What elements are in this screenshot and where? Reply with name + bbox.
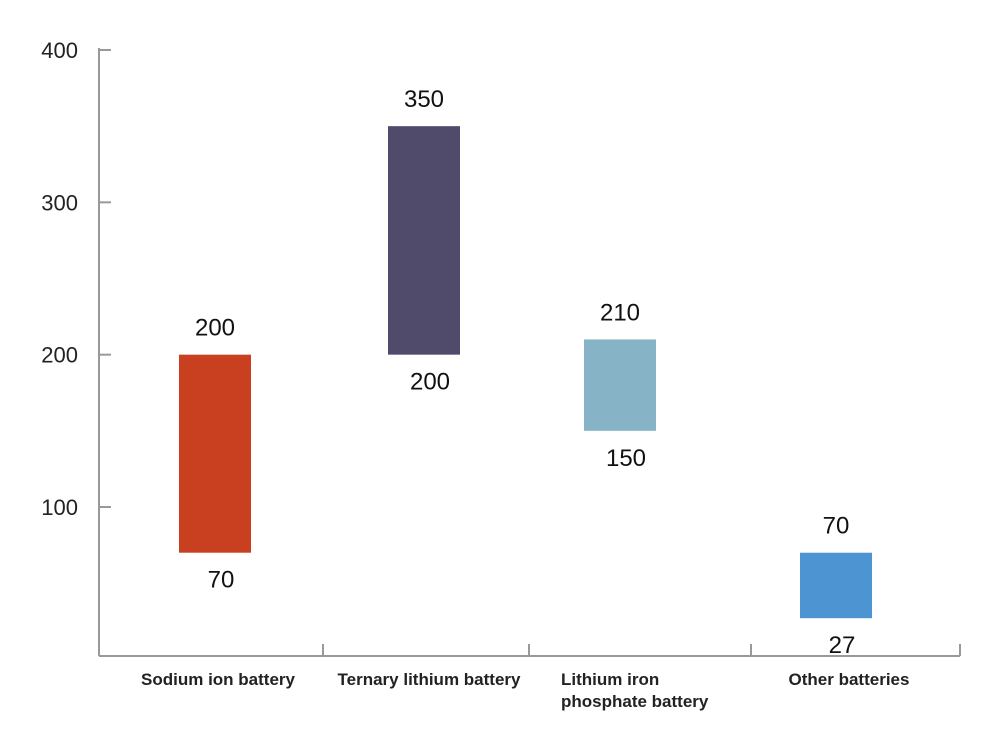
x-category-label: Ternary lithium battery — [338, 670, 521, 689]
bar-high-label: 70 — [823, 513, 850, 540]
range-bar — [584, 339, 656, 431]
bar-high-label: 350 — [404, 86, 444, 113]
category-labels: Sodium ion battery Ternary lithium batter… — [141, 670, 909, 711]
range-bar — [800, 552, 872, 619]
bar-low-label: 200 — [410, 369, 450, 396]
bars — [179, 126, 872, 619]
bar-high-label: 210 — [600, 299, 640, 326]
bar-low-label: 70 — [208, 567, 235, 594]
y-tick-label: 200 — [41, 343, 78, 368]
range-bar — [179, 354, 251, 553]
x-ticks — [322, 644, 961, 656]
x-category-label: Other batteries — [789, 670, 910, 689]
x-category-label: Sodium ion battery — [141, 670, 296, 689]
x-category-label: Lithium iron — [561, 670, 659, 689]
y-tick-label: 100 — [41, 495, 78, 520]
x-category-label: phosphate battery — [561, 692, 709, 711]
bar-high-label: 200 — [195, 315, 235, 342]
y-tick-label: 400 — [41, 38, 78, 63]
value-labels: 200 70 350 200 210 150 70 27 — [195, 86, 855, 659]
bar-low-label: 150 — [606, 445, 646, 472]
y-tick-label: 300 — [41, 190, 78, 215]
range-bar — [388, 126, 460, 355]
y-ticks: 100 200 300 400 — [41, 38, 111, 520]
bar-low-label: 27 — [829, 632, 856, 659]
